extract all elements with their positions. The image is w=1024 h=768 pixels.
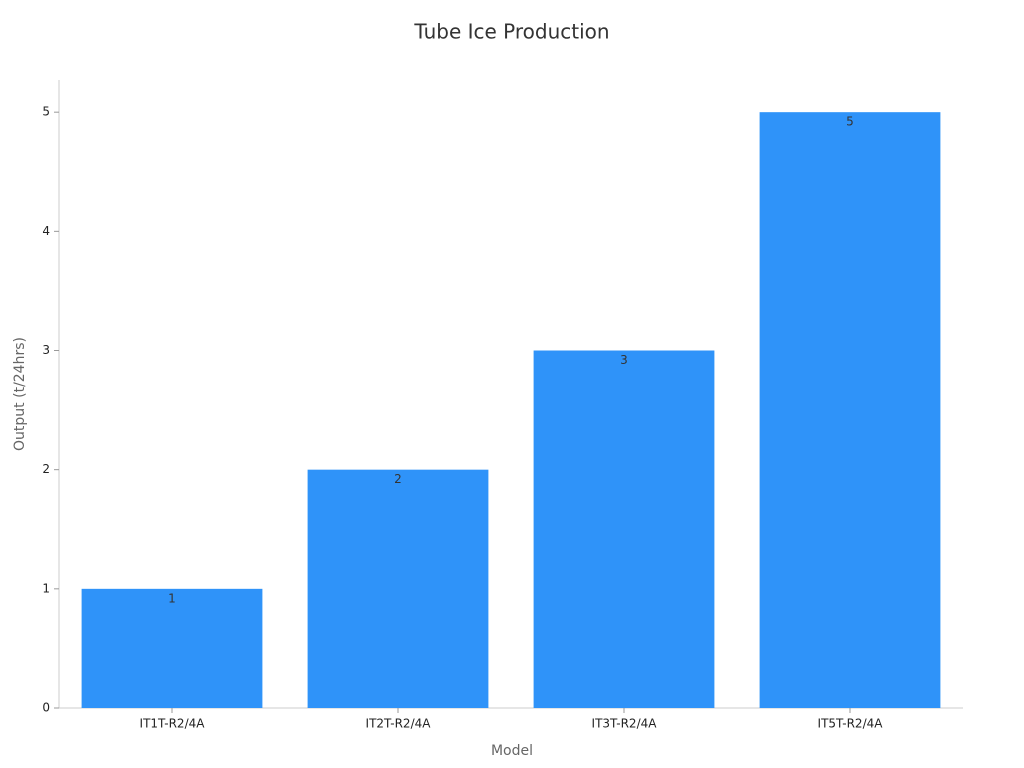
data-label: 5 [846,115,854,129]
x-tick-label: IT5T-R2/4A [818,717,884,731]
y-tick-label: 1 [42,581,50,595]
bar [81,588,263,708]
chart-title: Tube Ice Production [413,20,609,44]
y-axis-label: Output (t/24hrs) [12,337,28,451]
x-tick-label: IT2T-R2/4A [366,717,432,731]
data-label: 3 [620,353,628,367]
x-tick-label: IT1T-R2/4A [140,717,206,731]
data-label: 2 [394,472,402,486]
bar [759,112,941,709]
y-tick-label: 2 [42,462,50,476]
x-axis-label: Model [491,743,533,759]
x-tick-label: IT3T-R2/4A [592,717,658,731]
y-tick-label: 3 [42,343,50,357]
y-tick-label: 0 [42,701,50,715]
bar [307,469,489,708]
y-tick-label: 5 [42,105,50,119]
y-tick-label: 4 [42,224,50,238]
bar [533,350,715,708]
data-label: 1 [168,591,176,605]
